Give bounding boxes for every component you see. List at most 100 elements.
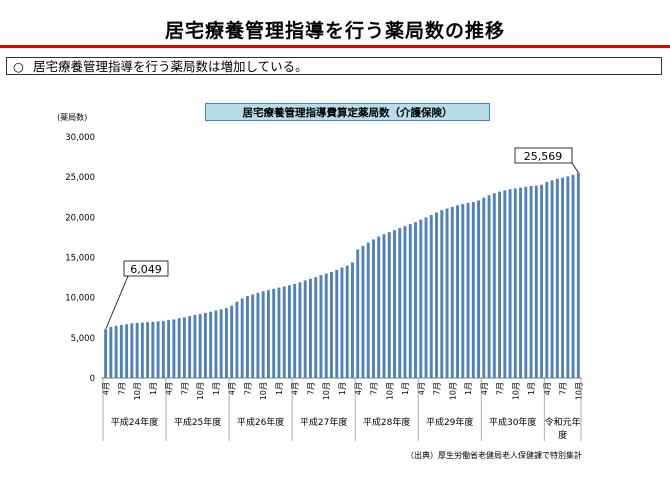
bar [119,324,123,378]
bar [372,239,375,378]
bar [540,184,544,378]
x-tick-label: 4月 [417,382,426,395]
bar [261,291,265,378]
bar [104,329,108,378]
bar [450,206,454,378]
x-tick-label: 4月 [228,382,237,395]
x-tick-label: 10月 [574,382,583,400]
fiscal-year-label: 平成30年度 [489,416,536,428]
bar [235,301,239,378]
bar [393,230,396,378]
x-tick-label: 7月 [243,382,252,395]
bar [524,186,528,378]
bar [382,234,386,378]
y-tick-label: 30,000 [65,133,95,143]
bar [240,298,244,378]
bar [377,236,381,378]
bar [161,320,165,378]
bar [288,285,291,378]
bar [125,324,129,378]
bar [314,277,318,378]
bar [156,321,160,378]
page-title: 居宅療養管理指導を行う薬局数の推移 [164,20,505,42]
bar [366,242,370,378]
x-axis: 4月 7月 10月 1月 4月 7月 10月 1月 4月 7月 10月 1月 4月 7月 10月 1月 4月 7月… [102,378,583,441]
x-tick-label: 4月 [480,382,489,395]
callout-leader [571,162,579,173]
bar [340,267,344,378]
x-tick-label: 4月 [165,382,174,395]
x-tick-label: 4月 [543,382,552,395]
bar [272,288,276,378]
bar [177,318,181,378]
x-tick-label: 7月 [433,382,442,395]
source-note: （出典）厚生労働省老健局老人保健課で特別集計 [406,451,582,460]
callout-box [123,260,169,277]
bar [435,212,438,378]
callout-box [514,147,573,164]
bar [503,190,507,378]
bar [356,249,360,378]
bar [245,296,249,378]
x-tick-label: 1月 [212,382,221,395]
bar [277,287,281,378]
bar [351,262,354,378]
bar [482,197,486,378]
bar [140,322,144,378]
bar [203,312,207,378]
bar [534,185,538,378]
y-tick-label: 15,000 [65,254,95,264]
bar [471,202,475,378]
bar [114,325,118,378]
fiscal-year-label: 令和元年 [545,416,581,428]
bar [429,214,433,378]
y-tick-label: 0 [90,374,95,384]
x-tick-label: 7月 [117,382,126,395]
bar [477,200,480,378]
bar [403,226,407,378]
x-tick-label: 1月 [149,382,158,395]
bar [492,193,496,378]
y-tick-label: 5,000 [71,334,95,344]
callout-leader [105,275,129,330]
bar [424,217,428,378]
bar [256,292,260,378]
callout-label: 6,049 [130,263,162,276]
bar [109,326,113,378]
x-tick-label: 4月 [291,382,300,395]
bar [466,202,470,378]
x-tick-label: 4月 [102,382,111,395]
bar [198,314,202,378]
title-divider [0,45,670,48]
bar [461,204,465,378]
bar [135,322,139,378]
bar [319,275,323,378]
summary-text: 居宅療養管理指導を行う薬局数は増加している。 [32,59,308,74]
x-tick-label: 1月 [275,382,284,395]
bar [188,316,192,378]
bar [398,228,402,378]
x-tick-label: 10月 [322,382,331,400]
bar [566,176,570,378]
x-tick-label: 1月 [464,382,473,395]
fiscal-year-label: 平成29年度 [426,416,473,428]
bar [576,172,580,378]
chart-title: 居宅療養管理指導費算定薬局数（介護保険） [205,103,490,121]
x-tick-label: 1月 [527,382,536,395]
x-tick-label: 7月 [180,382,189,395]
bar [224,308,228,378]
y-axis-label: (薬局数) [57,112,87,122]
bar [219,309,223,378]
fiscal-year-label: 平成26年度 [237,416,284,428]
x-tick-label: 1月 [401,382,410,395]
x-tick-label: 7月 [496,382,505,395]
bar [193,314,197,378]
y-tick-label: 10,000 [65,294,95,304]
callouts: 6,049 25,569 [105,147,579,330]
fiscal-year-label: 平成28年度 [363,416,410,428]
bar [550,180,554,378]
x-tick-label: 4月 [354,382,363,395]
bar [345,265,349,378]
bar [266,290,270,378]
bar [519,187,523,378]
